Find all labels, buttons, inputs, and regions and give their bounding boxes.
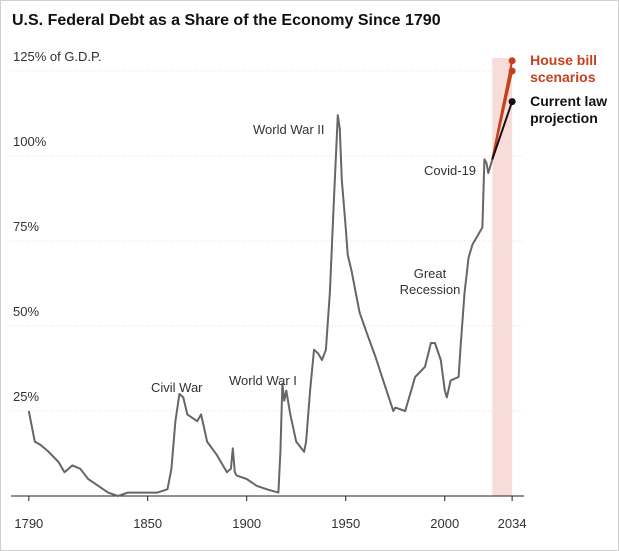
end-point — [508, 98, 516, 106]
chart-title: U.S. Federal Debt as a Share of the Econ… — [12, 12, 441, 29]
data-line — [27, 114, 494, 497]
annotation: World War I — [229, 373, 297, 388]
data-line — [491, 101, 514, 160]
annotation: World War II — [253, 122, 325, 137]
x-tick-label: 1850 — [133, 516, 162, 531]
series-label: Current law projection — [530, 92, 608, 126]
annotation: Civil War — [151, 380, 203, 395]
y-tick-label: 25% — [13, 389, 39, 404]
x-tick-label: 1950 — [331, 516, 360, 531]
x-tick-label: 1900 — [232, 516, 261, 531]
y-tick-label: 100% — [13, 134, 47, 149]
x-tick-label: 2034 — [498, 516, 527, 531]
end-point — [508, 67, 516, 75]
x-tick-label: 1790 — [14, 516, 43, 531]
y-tick-label: 75% — [13, 219, 39, 234]
data-line — [491, 70, 514, 160]
end-point — [508, 57, 516, 65]
y-tick-label: 50% — [13, 304, 39, 319]
series-label: House bill scenarios — [530, 51, 598, 85]
x-tick-label: 2000 — [430, 516, 459, 531]
y-tick-label: 125% of G.D.P. — [13, 49, 102, 64]
annotation: Covid-19 — [424, 163, 477, 178]
annotation: Great Recession — [399, 266, 461, 297]
projection-band — [492, 58, 513, 496]
